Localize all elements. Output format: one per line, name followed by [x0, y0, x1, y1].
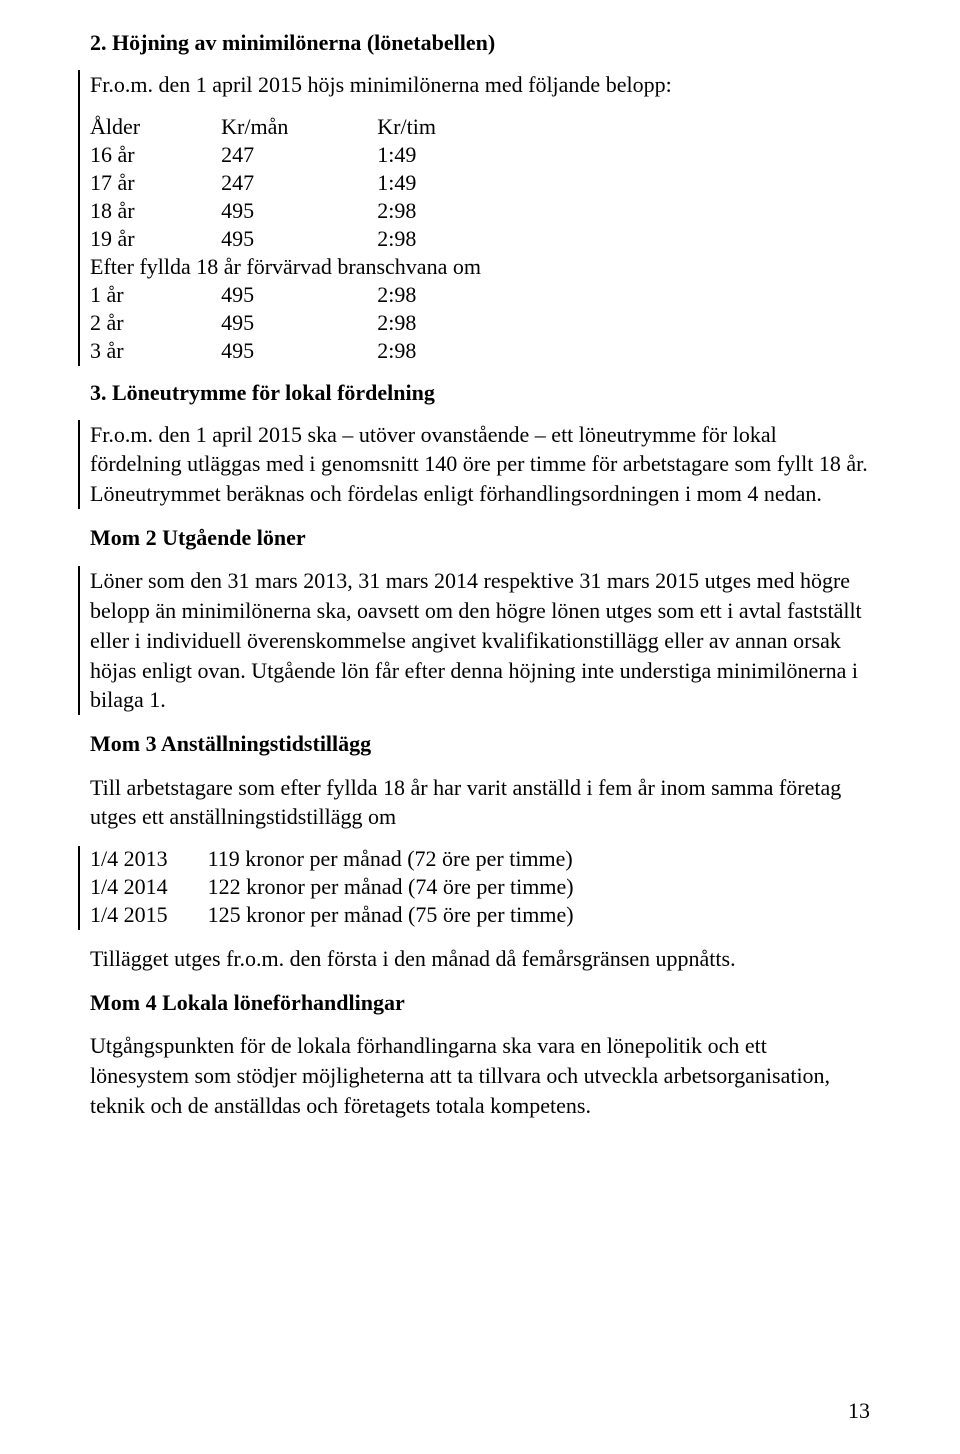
section-3-title: 3. Löneutrymme för lokal fördelning: [90, 380, 870, 406]
mom3-p1: Till arbetstagare som efter fyllda 18 år…: [90, 773, 870, 832]
col-age: Ålder: [90, 114, 221, 142]
wage-table: Ålder Kr/mån Kr/tim 16 år 247 1:49 17 år…: [90, 114, 521, 366]
table-row: 17 år 247 1:49: [90, 170, 521, 198]
table-row: 1/4 2013 119 kronor per månad (72 öre pe…: [90, 846, 614, 874]
table-row: 19 år 495 2:98: [90, 226, 521, 254]
table-header-row: Ålder Kr/mån Kr/tim: [90, 114, 521, 142]
col-krman: Kr/mån: [221, 114, 377, 142]
change-bar-section2: Fr.o.m. den 1 april 2015 höjs minimilöne…: [78, 70, 870, 366]
section-3-p1: Fr.o.m. den 1 april 2015 ska – utöver ov…: [90, 420, 870, 509]
section-2-title: 2. Höjning av minimilönerna (lönetabelle…: [90, 30, 870, 56]
mom4-title: Mom 4 Lokala löneförhandlingar: [90, 988, 870, 1018]
mom2-p1: Löner som den 31 mars 2013, 31 mars 2014…: [90, 566, 870, 714]
table-row: 1 år 495 2:98: [90, 282, 521, 310]
table-sub-caption: Efter fyllda 18 år förvärvad branschvana…: [90, 254, 521, 282]
mom2-title: Mom 2 Utgående löner: [90, 523, 870, 553]
table-row: 1/4 2014 122 kronor per månad (74 öre pe…: [90, 874, 614, 902]
mom4-p1: Utgångspunkten för de lokala förhandling…: [90, 1031, 870, 1120]
mom3-p2: Tillägget utges fr.o.m. den första i den…: [90, 944, 870, 974]
table-row: 16 år 247 1:49: [90, 142, 521, 170]
document-page: 2. Höjning av minimilönerna (lönetabelle…: [0, 0, 960, 1454]
allowance-table: 1/4 2013 119 kronor per månad (72 öre pe…: [90, 846, 614, 930]
page-number: 13: [848, 1398, 870, 1424]
change-bar-section3: Fr.o.m. den 1 april 2015 ska – utöver ov…: [78, 420, 870, 509]
table-row: 2 år 495 2:98: [90, 310, 521, 338]
change-bar-mom3-table: 1/4 2013 119 kronor per månad (72 öre pe…: [78, 846, 870, 930]
table-row: 1/4 2015 125 kronor per månad (75 öre pe…: [90, 902, 614, 930]
col-krtim: Kr/tim: [377, 114, 521, 142]
section-2-intro: Fr.o.m. den 1 april 2015 höjs minimilöne…: [90, 70, 870, 100]
table-sub-caption-row: Efter fyllda 18 år förvärvad branschvana…: [90, 254, 521, 282]
table-row: 3 år 495 2:98: [90, 338, 521, 366]
table-row: 18 år 495 2:98: [90, 198, 521, 226]
change-bar-mom2: Löner som den 31 mars 2013, 31 mars 2014…: [78, 566, 870, 714]
mom3-title: Mom 3 Anställningstidstillägg: [90, 729, 870, 759]
